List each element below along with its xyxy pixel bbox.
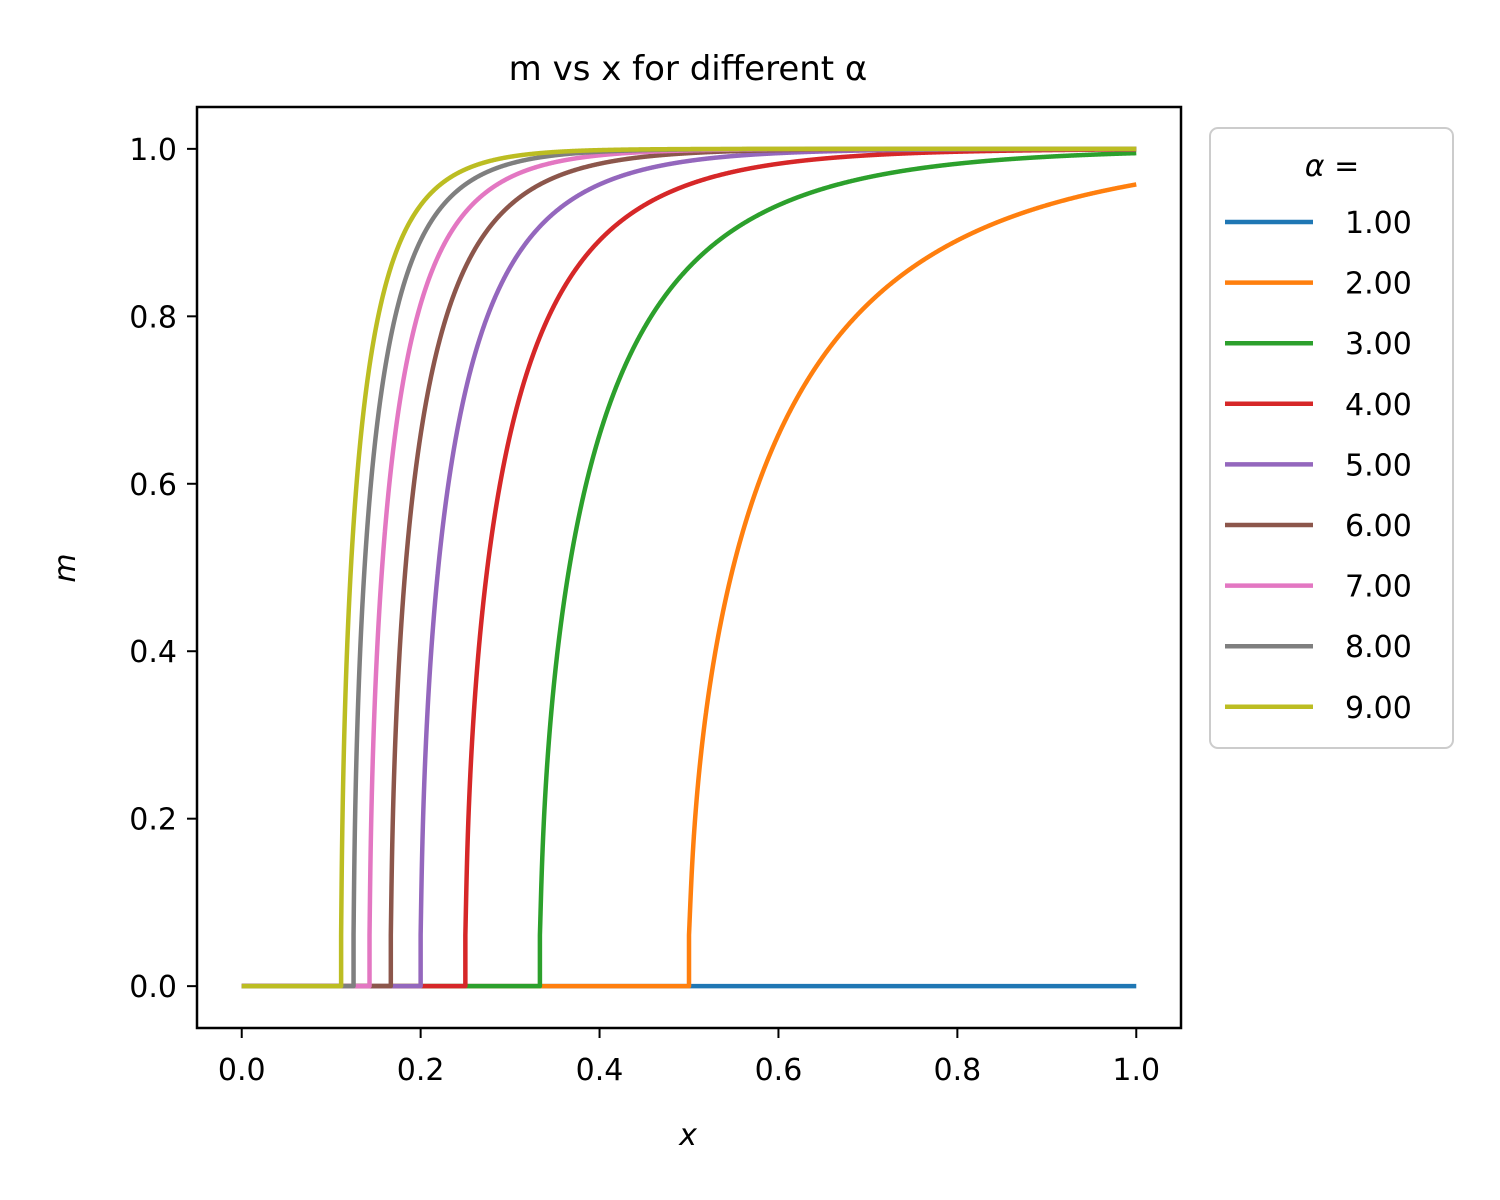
legend-label-2: 2.00 — [1345, 267, 1412, 302]
y-tick-label: 0.8 — [129, 300, 177, 335]
legend: α = 1.00 2.00 3.00 4.00 5.00 6.00 7.00 8.00 9.00 — [1209, 127, 1454, 749]
legend-label-3: 3.00 — [1345, 327, 1412, 362]
y-axis-label: m — [48, 553, 83, 582]
axes-frame — [195, 105, 1183, 1030]
y-tick-label: 0.2 — [129, 803, 177, 838]
x-tick-label: 0.8 — [934, 1053, 982, 1088]
y-tick-label: 0.6 — [129, 468, 177, 503]
y-tick-label: 1.0 — [129, 133, 177, 168]
x-tick-label: 0.4 — [576, 1053, 624, 1088]
x-tick-label: 0.6 — [755, 1053, 803, 1088]
x-axis-ticks: 0.0 0.2 0.4 0.6 0.8 1.0 — [218, 1028, 1160, 1088]
series-line-9 — [239, 146, 1139, 989]
legend-label-6: 6.00 — [1345, 509, 1412, 544]
y-axis-ticks: 0.0 0.2 0.4 0.6 0.8 1.0 — [129, 133, 197, 1005]
legend-label-4: 4.00 — [1345, 388, 1412, 423]
x-axis-label: x — [678, 1118, 697, 1153]
x-tick-label: 1.0 — [1112, 1053, 1160, 1088]
y-tick-label: 0.4 — [129, 635, 177, 670]
x-tick-label: 0.0 — [218, 1053, 266, 1088]
legend-title: α = — [1305, 149, 1359, 184]
legend-label-8: 8.00 — [1345, 630, 1412, 665]
legend-label-5: 5.00 — [1345, 448, 1412, 483]
plot-area — [239, 146, 1139, 989]
legend-label-9: 9.00 — [1345, 691, 1412, 726]
legend-label-1: 1.00 — [1345, 206, 1412, 241]
y-tick-label: 0.0 — [129, 970, 177, 1005]
chart-title: m vs x for different α — [509, 49, 868, 89]
legend-label-7: 7.00 — [1345, 570, 1412, 605]
x-tick-label: 0.2 — [397, 1053, 445, 1088]
